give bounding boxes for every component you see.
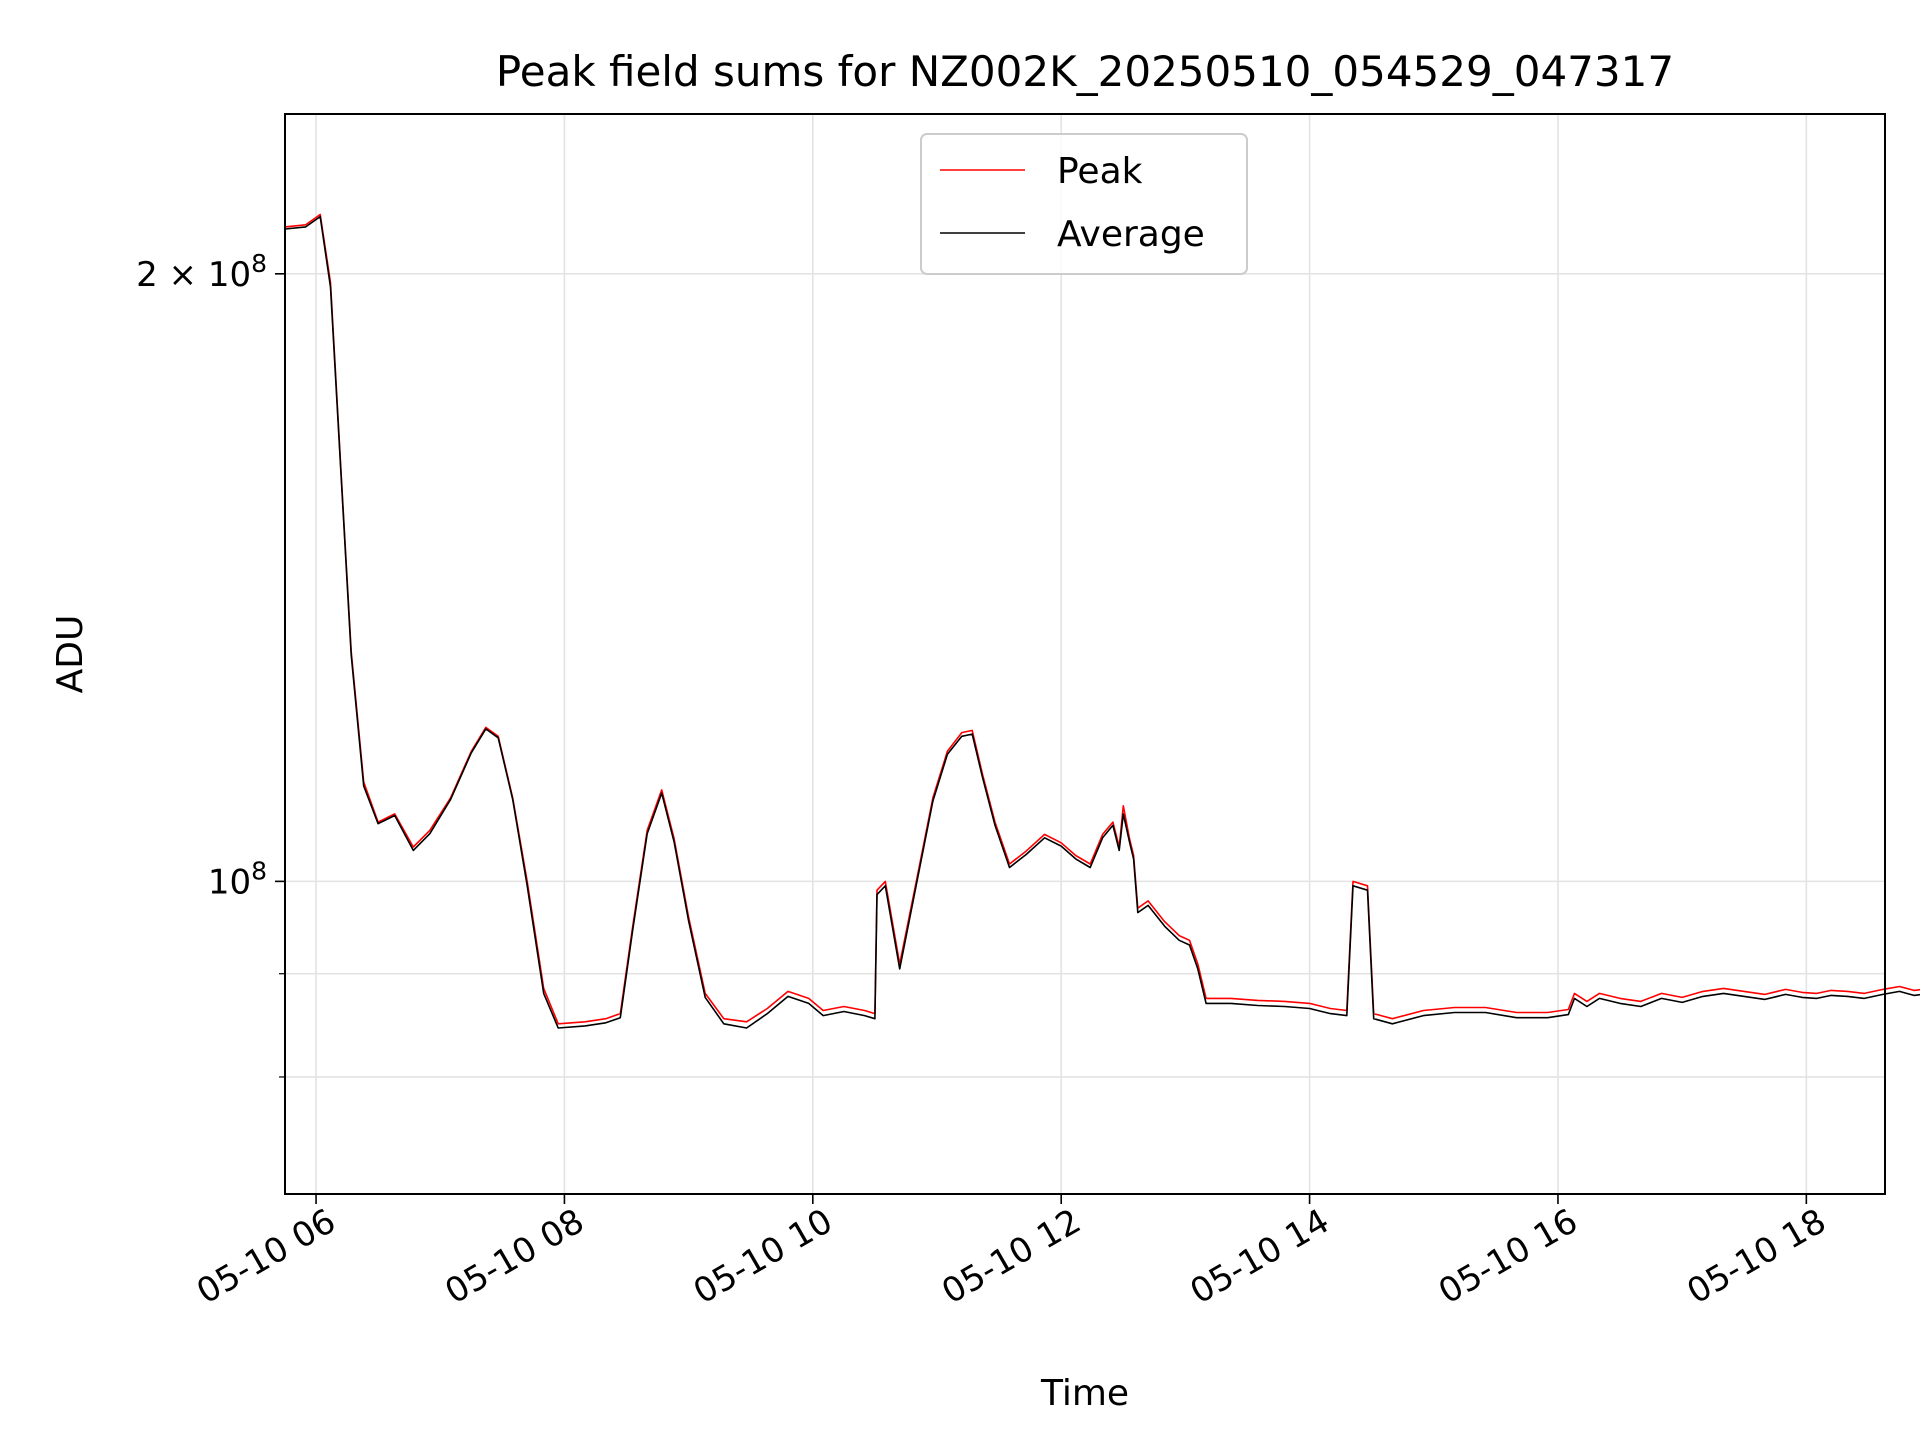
series-line-average	[284, 215, 1920, 1029]
legend: Peak Average	[920, 133, 1248, 275]
y-tick-label: 108	[208, 856, 267, 902]
legend-label-peak: Peak	[1057, 151, 1143, 192]
legend-box	[920, 133, 1248, 275]
y-axis-ticks: 108 2 × 108	[136, 249, 285, 1078]
legend-label-average: Average	[1057, 214, 1205, 255]
plot-frame	[284, 113, 1886, 1195]
y-axis-label: ADU	[50, 615, 91, 694]
chart-title: Peak field sums for NZ002K_20250510_0545…	[496, 47, 1674, 96]
x-axis-label: Time	[1040, 1373, 1129, 1414]
series-lines	[284, 213, 1920, 1029]
y-tick-label: 2 × 108	[136, 249, 267, 295]
grid	[285, 114, 1885, 1194]
